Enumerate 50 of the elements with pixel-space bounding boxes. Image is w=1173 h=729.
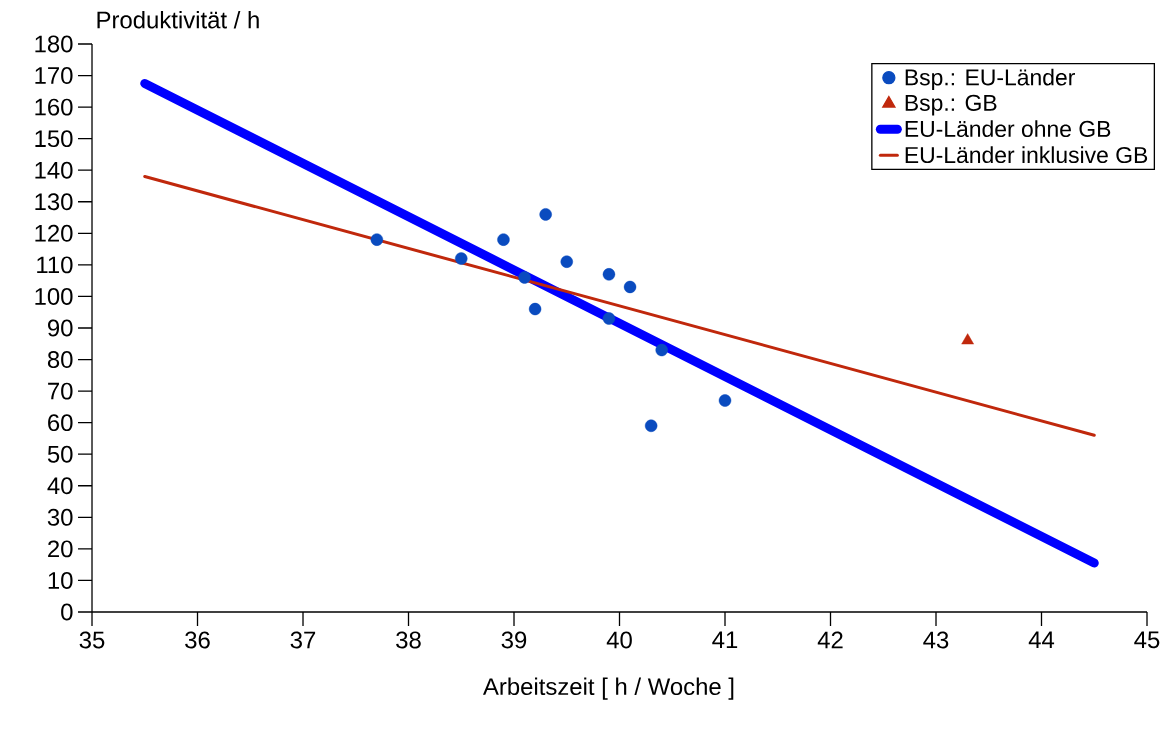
legend-label: Bsp.: GB xyxy=(905,94,997,116)
x-tick-label: 44 xyxy=(1028,631,1055,648)
x-tick-label: 40 xyxy=(606,631,632,649)
legend-label: EU-Länder ohne GB xyxy=(905,120,1111,138)
point xyxy=(961,333,974,345)
x-tick-label: 37 xyxy=(290,631,316,649)
y-tick-label: 70 xyxy=(48,382,73,400)
y-tick-label: 140 xyxy=(35,161,73,179)
y-tick-label: 0 xyxy=(61,603,73,621)
y-tick-label: 150 xyxy=(35,130,73,148)
y-tick-label: 130 xyxy=(35,193,73,211)
x-tick-label: 39 xyxy=(501,631,527,649)
y-tick-label: 160 xyxy=(35,98,73,116)
y-tick-label: 60 xyxy=(48,414,73,432)
x-tick-label: 35 xyxy=(79,631,105,649)
y-tick-label: 20 xyxy=(48,540,73,558)
x-tick-label: 43 xyxy=(923,631,949,649)
y-tick-label: 30 xyxy=(47,508,73,526)
y-tick-label: 110 xyxy=(37,256,73,274)
legend-label: EU-Länder inklusive GB xyxy=(905,146,1148,164)
point xyxy=(518,271,531,284)
y-tick-label: 40 xyxy=(47,477,73,495)
x-tick-label: 38 xyxy=(396,631,421,649)
y-tick-label: 180 xyxy=(35,35,73,53)
y-tick-label: 10 xyxy=(48,571,73,589)
x-tick-label: 45 xyxy=(1134,631,1160,649)
point xyxy=(560,255,573,268)
point xyxy=(655,343,668,357)
point xyxy=(602,312,616,325)
point xyxy=(623,280,637,294)
point xyxy=(539,208,552,221)
point xyxy=(644,419,658,433)
point xyxy=(455,252,468,265)
y-tick-label: 90 xyxy=(48,319,73,337)
x-tick-label: 41 xyxy=(712,631,738,648)
y-tick-label: 100 xyxy=(35,287,73,305)
point xyxy=(528,302,542,316)
point xyxy=(718,394,732,407)
y-tick-label: 170 xyxy=(35,67,73,84)
x-tick-label: 36 xyxy=(185,631,210,649)
legend-label: Bsp.: EU-Länder xyxy=(905,68,1075,90)
x-tick-label: 42 xyxy=(817,631,843,649)
y-tick-label: 50 xyxy=(47,445,73,463)
point xyxy=(497,233,510,246)
x-axis-title: Arbeitszeit [ h / Woche ] xyxy=(482,677,734,700)
y-axis-title: Produktivität / h xyxy=(97,10,259,29)
point xyxy=(370,233,384,246)
point xyxy=(602,268,616,281)
y-tick-label: 80 xyxy=(47,351,73,368)
y-tick-label: 120 xyxy=(35,224,73,242)
